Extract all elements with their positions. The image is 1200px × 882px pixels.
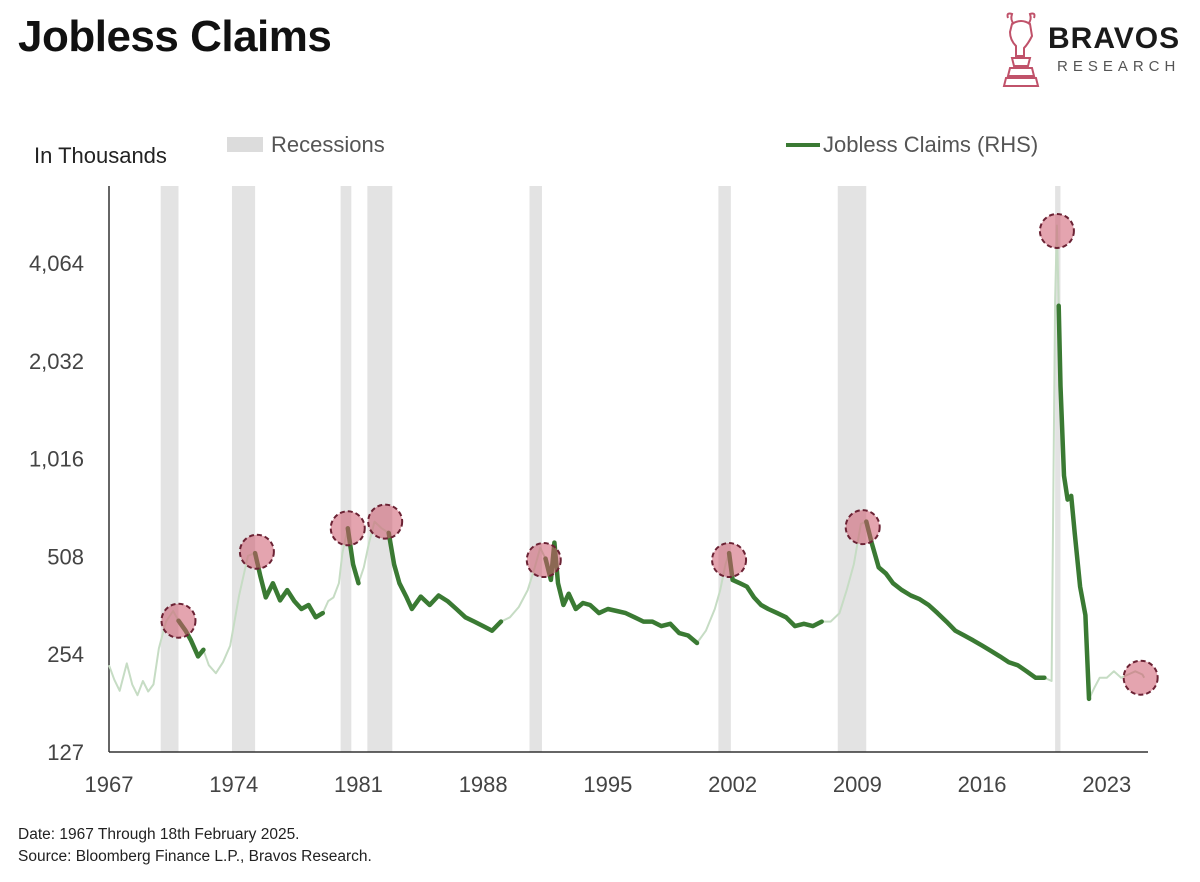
y-tick-label: 508 — [47, 544, 84, 569]
legend-label-jobless-claims: Jobless Claims (RHS) — [823, 132, 1038, 157]
chart-title: Jobless Claims — [18, 12, 332, 61]
x-tick-label: 2002 — [708, 772, 757, 797]
peak-marker — [711, 542, 748, 579]
footer-source: Source: Bloomberg Finance L.P., Bravos R… — [18, 848, 372, 865]
legend: Recessions Jobless Claims (RHS) — [227, 132, 1038, 157]
y-tick-label: 127 — [47, 740, 84, 765]
x-tick-label: 2023 — [1082, 772, 1131, 797]
series-line-highlight — [252, 550, 326, 620]
recession-band — [837, 186, 867, 752]
recession-band — [718, 186, 731, 752]
y-tick-label: 2,032 — [29, 349, 84, 374]
peak-marker — [329, 510, 366, 547]
series-line-highlight — [1056, 303, 1092, 702]
y-tick-label: 4,064 — [29, 251, 84, 276]
peak-marker — [160, 602, 197, 639]
peak-marker — [525, 542, 562, 579]
y-tick-label: 1,016 — [29, 447, 84, 472]
x-tick-label: 1967 — [85, 772, 134, 797]
bull-knight-icon — [1002, 12, 1040, 87]
recession-bands — [160, 186, 1061, 752]
recession-band — [367, 186, 393, 752]
axes — [108, 186, 1148, 753]
recession-band — [1055, 186, 1061, 752]
y-unit-label: In Thousands — [34, 143, 167, 168]
series-line-highlight — [726, 550, 824, 629]
recession-band — [340, 186, 352, 752]
peak-marker — [1122, 659, 1159, 696]
y-tick-labels: 127 254 508 1,016 2,032 4,064 — [29, 251, 84, 765]
x-tick-label: 1995 — [583, 772, 632, 797]
peak-marker — [367, 503, 404, 540]
legend-swatch-recessions — [227, 137, 263, 152]
y-tick-label: 254 — [47, 642, 84, 667]
peak-marker — [844, 509, 881, 546]
peak-marker — [238, 533, 275, 570]
logo-name: BRAVOS — [1048, 22, 1181, 55]
footer-date: Date: 1967 Through 18th February 2025. — [18, 826, 300, 843]
peak-marker — [1038, 212, 1075, 249]
logo-subtitle: RESEARCH — [1057, 58, 1181, 75]
series-line-highlight — [386, 530, 504, 633]
series-line-highlight — [864, 519, 1047, 680]
recession-band — [160, 186, 179, 752]
peak-markers — [160, 212, 1159, 696]
x-tick-label: 2009 — [833, 772, 882, 797]
x-tick-label: 2016 — [958, 772, 1007, 797]
recession-band — [231, 186, 256, 752]
x-tick-label: 1988 — [459, 772, 508, 797]
series — [108, 224, 1146, 702]
x-tick-labels: 1967 1974 1981 1988 1995 2002 2009 2016 2023 — [85, 772, 1132, 797]
recession-band — [529, 186, 542, 752]
legend-label-recessions: Recessions — [271, 132, 385, 157]
chart: 127 254 508 1,016 2,032 4,064 1967 1974 1981 198… — [29, 132, 1159, 797]
series-line-highlight — [543, 540, 700, 646]
logo: BRAVOS RESEARCH — [994, 8, 1194, 94]
footer: Date: 1967 Through 18th February 2025. S… — [18, 824, 372, 868]
x-tick-label: 1981 — [334, 772, 383, 797]
x-tick-label: 1974 — [209, 772, 258, 797]
series-line-base — [108, 224, 1146, 700]
